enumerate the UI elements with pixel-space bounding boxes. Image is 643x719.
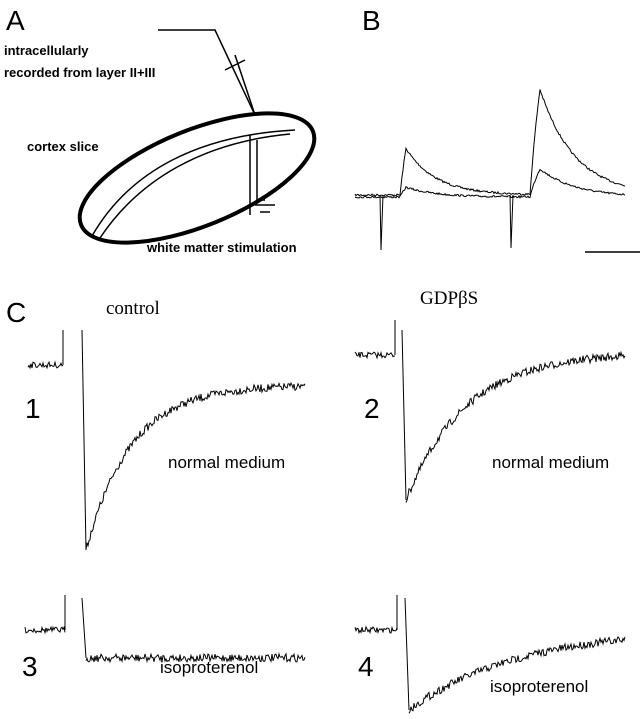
trace-condition: isoproterenol bbox=[490, 677, 588, 696]
panel-label: C bbox=[6, 297, 26, 328]
trace bbox=[354, 625, 398, 635]
white-matter bbox=[91, 129, 296, 237]
trace bbox=[85, 651, 306, 664]
trace-number: 4 bbox=[358, 651, 374, 682]
trace bbox=[81, 329, 87, 551]
trace-number: 1 bbox=[25, 393, 41, 424]
stimulator bbox=[249, 135, 275, 215]
trace bbox=[354, 350, 396, 360]
column-title: GDPβS bbox=[420, 288, 478, 309]
electrode-label: recorded from layer II+III bbox=[4, 65, 155, 80]
trace bbox=[408, 636, 626, 714]
trace bbox=[24, 625, 66, 635]
electrode-label: intracellularly bbox=[4, 43, 89, 58]
trace bbox=[404, 597, 410, 711]
trace-number: 3 bbox=[22, 651, 38, 682]
white-matter bbox=[99, 133, 291, 239]
slice-label: cortex slice bbox=[27, 139, 99, 154]
electrode bbox=[224, 54, 256, 116]
trace bbox=[85, 381, 306, 550]
trace-condition: normal medium bbox=[168, 453, 285, 472]
trace bbox=[354, 89, 626, 197]
trace bbox=[354, 168, 626, 199]
trace bbox=[81, 597, 87, 659]
slice-diagram bbox=[77, 29, 317, 245]
panel-label: A bbox=[6, 5, 25, 36]
stimulation-label: white matter stimulation bbox=[146, 240, 297, 255]
slice-outline bbox=[77, 111, 317, 245]
trace bbox=[401, 329, 407, 501]
trace-condition: normal medium bbox=[492, 453, 609, 472]
trace-number: 2 bbox=[364, 393, 380, 424]
trace bbox=[379, 194, 514, 251]
trace bbox=[27, 360, 64, 370]
panel-label: B bbox=[362, 5, 381, 36]
traces bbox=[24, 89, 626, 714]
electrode bbox=[158, 29, 256, 116]
column-title: control bbox=[106, 298, 160, 319]
trace bbox=[405, 350, 626, 503]
trace-condition: isoproterenol bbox=[160, 658, 258, 677]
